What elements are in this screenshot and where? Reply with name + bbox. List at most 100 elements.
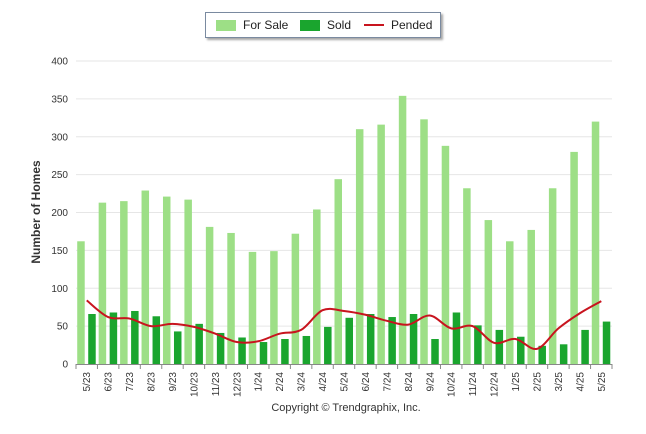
- bar-sold: [195, 323, 203, 364]
- bar-for-sale: [77, 241, 85, 364]
- bar-for-sale: [313, 209, 321, 364]
- y-tick-label: 300: [51, 132, 68, 143]
- bar-for-sale: [205, 226, 214, 364]
- x-tick-label: 10/24: [447, 372, 458, 397]
- for-sale-swatch: [216, 20, 236, 31]
- x-tick-label: 6/23: [104, 372, 115, 392]
- bar-sold: [324, 326, 332, 364]
- bar-for-sale: [291, 233, 300, 364]
- bar-sold: [495, 329, 504, 364]
- bar-sold: [259, 342, 268, 364]
- bar-for-sale: [463, 188, 471, 364]
- y-tick-label: 100: [51, 284, 68, 295]
- bar-for-sale: [420, 119, 428, 364]
- bar-sold: [152, 316, 161, 364]
- bar-sold: [452, 312, 461, 364]
- bar-sold: [581, 329, 589, 364]
- y-tick-label: 50: [57, 322, 69, 333]
- pended-line: [86, 299, 602, 350]
- x-tick-label: 3/25: [554, 372, 565, 392]
- y-tick-label: 150: [51, 246, 68, 257]
- tick-labels: 0 50 100 150 200 250 300 350 400 5/23 6/23 7/23 8/23…: [51, 57, 607, 398]
- bar-sold: [131, 310, 139, 364]
- bar-for-sale: [506, 241, 514, 364]
- x-tick-label: 9/23: [168, 372, 179, 392]
- bar-for-sale: [548, 188, 557, 364]
- bar-for-sale: [570, 151, 578, 364]
- bar-for-sale: [355, 129, 364, 364]
- pended-series-line: [86, 299, 602, 350]
- bar-for-sale: [227, 232, 235, 364]
- legend-item-sold[interactable]: Sold: [300, 13, 360, 37]
- bar-sold: [109, 312, 118, 364]
- y-tick-label: 400: [51, 57, 68, 68]
- x-tick-label: 2/25: [532, 372, 543, 392]
- x-tick-label: 7/24: [382, 372, 393, 392]
- bar-sold: [388, 317, 396, 364]
- bars: [77, 95, 611, 364]
- x-tick-label: 5/25: [597, 372, 608, 392]
- x-tick-label: 9/24: [425, 372, 436, 392]
- x-tick-label: 2/24: [275, 372, 286, 392]
- bar-sold: [517, 336, 525, 364]
- bar-for-sale: [162, 196, 171, 364]
- legend-label: For Sale: [243, 18, 289, 32]
- copyright-text: Copyright © Trendgraphix, Inc.: [271, 402, 421, 414]
- bar-sold: [431, 339, 439, 364]
- bar-sold: [345, 317, 353, 364]
- bar-for-sale: [398, 95, 407, 364]
- bar-for-sale: [120, 201, 128, 364]
- bar-sold: [281, 339, 289, 364]
- legend-item-pended[interactable]: Pended: [364, 13, 439, 37]
- x-tick-label: 8/24: [404, 372, 415, 392]
- sold-swatch: [300, 20, 320, 31]
- bar-for-sale: [527, 229, 535, 364]
- x-tick-label: 4/25: [575, 372, 586, 392]
- x-tick-label: 3/24: [297, 372, 308, 392]
- y-axis-label: Number of Homes: [29, 160, 43, 264]
- bar-sold: [302, 335, 311, 364]
- x-tick-label: 1/24: [254, 372, 265, 392]
- bar-sold: [173, 331, 182, 364]
- legend-label: Sold: [327, 18, 352, 32]
- bar-sold: [238, 337, 246, 364]
- y-tick-label: 250: [51, 170, 68, 181]
- bar-for-sale: [98, 202, 107, 364]
- x-tick-label: 4/24: [318, 372, 329, 392]
- x-tick-label: 10/23: [189, 372, 200, 397]
- legend-label: Pended: [391, 18, 433, 32]
- bar-sold: [88, 314, 96, 364]
- axes: [75, 364, 613, 369]
- x-tick-label: 12/23: [232, 372, 243, 397]
- y-tick-label: 350: [51, 94, 68, 105]
- x-tick-label: 11/24: [468, 372, 479, 397]
- x-tick-label: 7/23: [125, 372, 136, 392]
- x-tick-label: 11/23: [211, 372, 222, 397]
- bar-for-sale: [184, 199, 192, 364]
- bar-for-sale: [377, 124, 385, 364]
- legend: For Sale Sold Pended: [205, 12, 441, 38]
- bar-sold: [409, 314, 418, 364]
- x-tick-label: 6/24: [361, 372, 372, 392]
- x-tick-label: 5/23: [82, 372, 93, 392]
- y-tick-label: 0: [62, 360, 68, 371]
- bar-for-sale: [334, 179, 342, 364]
- legend-item-for-sale[interactable]: For Sale: [216, 13, 296, 37]
- bar-sold: [216, 332, 225, 364]
- bar-sold: [538, 345, 546, 364]
- bar-sold: [602, 321, 611, 364]
- x-tick-label: 5/24: [340, 372, 351, 392]
- x-tick-label: 1/25: [511, 372, 522, 392]
- bar-for-sale: [484, 220, 493, 364]
- bar-sold: [559, 344, 568, 364]
- bar-sold: [366, 314, 375, 364]
- bar-for-sale: [441, 145, 450, 364]
- x-tick-label: 12/24: [490, 372, 501, 397]
- y-tick-label: 200: [51, 208, 68, 219]
- x-tick-label: 8/23: [147, 372, 158, 392]
- bar-for-sale: [270, 251, 278, 364]
- bar-for-sale: [591, 121, 600, 364]
- bar-for-sale: [141, 190, 150, 364]
- bar-sold: [474, 325, 482, 364]
